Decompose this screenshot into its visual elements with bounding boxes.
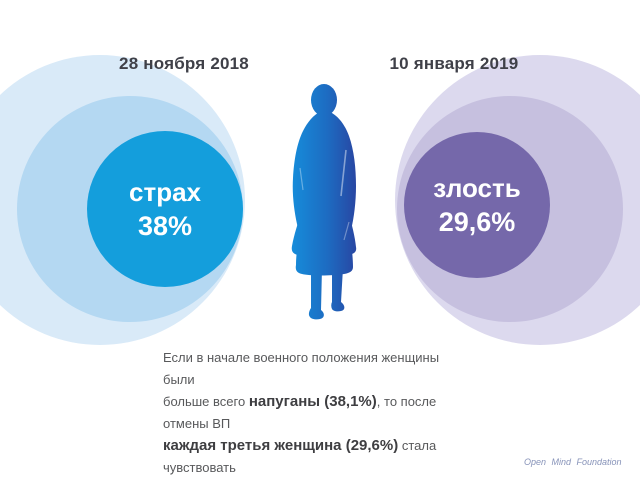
annotation-segment: больше всего [163,394,249,409]
annotation-segment: Если в начале военного положения женщины… [163,350,440,387]
highlight-stroke [340,149,347,197]
anger-bubble [404,132,550,278]
fear-bubble-label: страх 38% [87,131,243,287]
anger-emotion-text: злость [433,173,521,203]
annotation-segment-bold: каждая третья женщина (29,6%) [163,437,399,454]
date-label-left: 28 ноября 2018 [119,54,249,73]
highlight-stroke [299,167,304,191]
fear-emotion-text: страх [129,177,201,207]
fear-value-text: 38% [137,211,193,241]
annotation-text: Если в начале военного положения женщины… [163,347,473,480]
annotation-segment: стала чувствовать [163,438,437,475]
annotation-segment: , то после отмены ВП [163,394,437,431]
date-label-right: 10 января 2019 [389,54,519,73]
woman-silhouette-icon [291,84,357,320]
head [311,84,337,116]
overskirt [291,212,357,258]
annotation-line: каждая третья женщина (29,6%) стала чувс… [163,435,473,479]
fear-bubble [87,131,243,287]
footer-credit: Open Mind Foundation [524,457,622,467]
torso [292,110,356,246]
left-leg [308,268,324,320]
anger-bubble-label: злость 29,6% [404,132,550,278]
anger-value-text: 29,6% [438,207,516,237]
annotation-line: больше всего напуганы (38,1%), то после … [163,391,473,435]
highlight-stroke [343,221,350,241]
right-leg [331,268,345,312]
annotation-segment-bold: напуганы (38,1%) [248,393,377,410]
annotation-line: Если в начале военного положения женщины… [163,347,473,391]
